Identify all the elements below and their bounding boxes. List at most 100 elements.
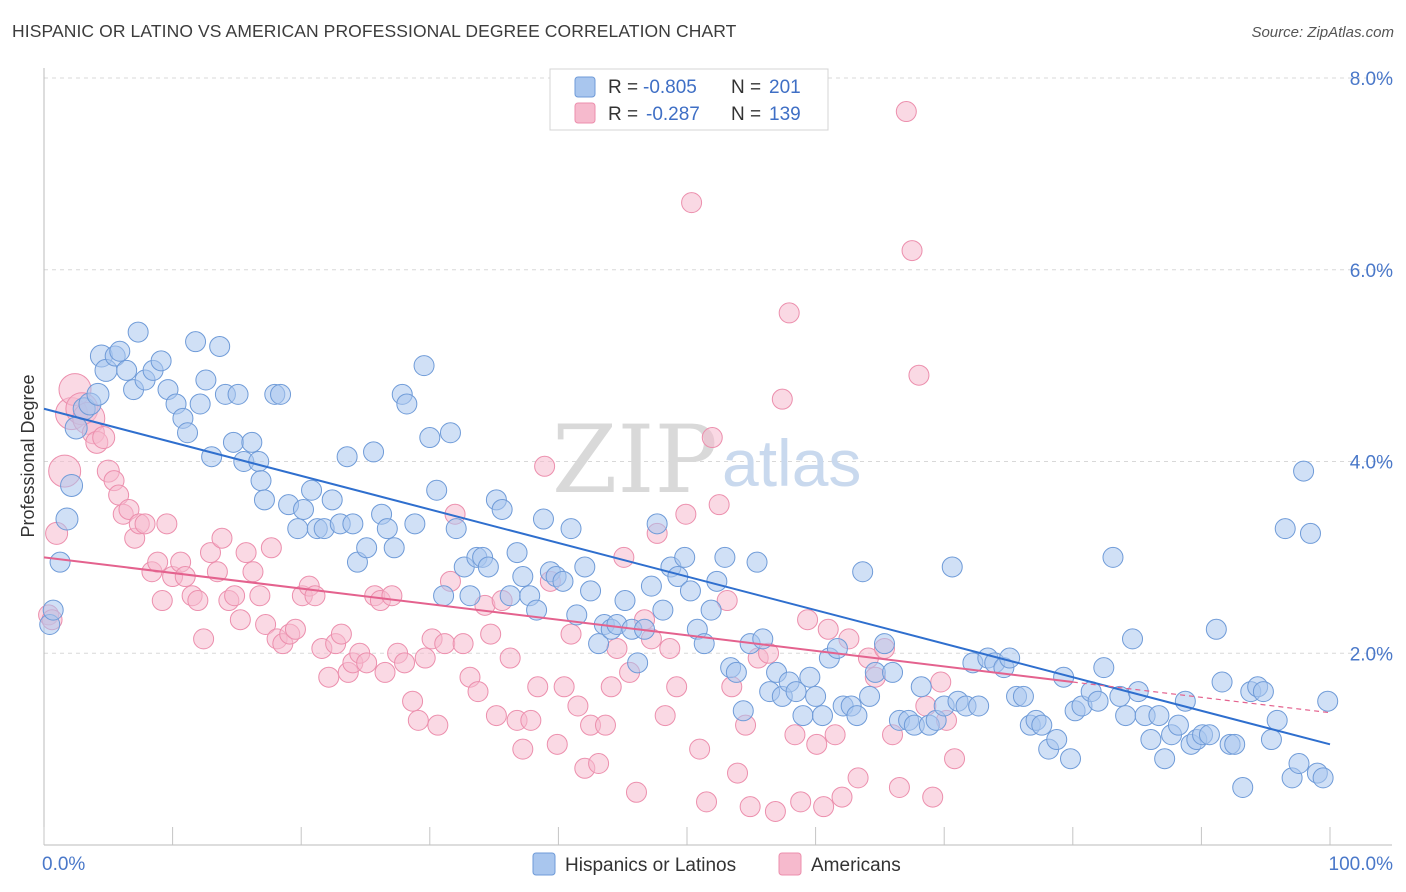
legend-r-value-blue: -0.805 <box>643 77 697 98</box>
y-tick-label-2: 6.0% <box>1350 261 1393 282</box>
pink-point-127 <box>847 767 869 789</box>
blue-point-114 <box>792 705 814 727</box>
y-tick-label-3: 8.0% <box>1350 69 1393 90</box>
pink-point-69 <box>452 633 474 655</box>
pink-point-140 <box>944 748 966 770</box>
bottom-legend-label-americans: Americans <box>811 855 901 876</box>
x-tick-label-0: 0.0% <box>42 854 85 875</box>
pink-point-27 <box>187 590 209 612</box>
blue-point-83 <box>588 633 610 655</box>
blue-point-104 <box>725 661 747 683</box>
pink-point-15 <box>118 498 140 520</box>
pink-point-63 <box>414 647 436 669</box>
pink-point-95 <box>625 781 647 803</box>
blue-point-116 <box>805 685 827 707</box>
blue-point-34 <box>250 470 272 492</box>
blue-point-47 <box>342 513 364 535</box>
pink-point-28 <box>193 628 215 650</box>
pink-point-79 <box>520 709 542 731</box>
axes <box>43 68 1392 846</box>
pink-point-106 <box>701 427 723 449</box>
pink-point-89 <box>588 753 610 775</box>
pink-point-25 <box>174 566 196 588</box>
blue-point-41 <box>301 479 323 501</box>
pink-point-122 <box>813 796 835 818</box>
pink-point-81 <box>534 455 556 477</box>
blue-point-44 <box>321 489 343 511</box>
pink-point-29 <box>199 542 221 564</box>
pink-point-132 <box>888 776 910 798</box>
pink-point-38 <box>255 613 277 635</box>
blue-point-100 <box>700 599 722 621</box>
pink-point-108 <box>716 590 738 612</box>
pink-point-86 <box>567 695 589 717</box>
pink-point-116 <box>771 388 793 410</box>
pink-point-66 <box>434 633 456 655</box>
blue-point-186 <box>1288 753 1310 775</box>
pink-point-92 <box>606 637 628 659</box>
pink-point-34 <box>229 609 251 631</box>
pink-point-118 <box>784 724 806 746</box>
pink-point-60 <box>394 652 416 674</box>
blue-point-56 <box>404 513 426 535</box>
blue-point-59 <box>426 479 448 501</box>
blue-point-53 <box>383 537 405 559</box>
blue-point-91 <box>640 575 662 597</box>
pink-point-78 <box>512 738 534 760</box>
pink-point-121 <box>806 733 828 755</box>
blue-point-93 <box>652 599 674 621</box>
pink-point-115 <box>764 800 786 822</box>
pink-point-65 <box>427 714 449 736</box>
blue-point-119 <box>826 637 848 659</box>
pink-point-120 <box>797 609 819 631</box>
blue-point-82 <box>580 580 602 602</box>
blue-point-89 <box>627 652 649 674</box>
pink-point-117 <box>778 302 800 324</box>
pink-point-22 <box>156 513 178 535</box>
blue-point-174 <box>1205 618 1227 640</box>
pink-point-100 <box>659 637 681 659</box>
y-axis-label: Professional Degree <box>18 374 38 537</box>
legend-box: R = -0.805 N = 201 R = -0.287 N = 139 <box>549 68 829 131</box>
hispanics-points <box>39 321 1339 798</box>
pink-point-21 <box>151 590 173 612</box>
pink-point-30 <box>206 561 228 583</box>
pink-point-91 <box>600 676 622 698</box>
pink-point-105 <box>696 791 718 813</box>
y-tick-labels: 2.0% 4.0% 6.0% 8.0% <box>1350 69 1393 665</box>
watermark-zip: ZIP <box>552 406 718 515</box>
pink-point-119 <box>790 791 812 813</box>
blue-point-165 <box>1148 705 1170 727</box>
blue-point-79 <box>560 518 582 540</box>
legend-swatch-pink <box>574 102 596 124</box>
blue-point-168 <box>1167 714 1189 736</box>
blue-point-80 <box>566 604 588 626</box>
pink-point-107 <box>708 494 730 516</box>
y-tick-label-0: 2.0% <box>1350 644 1393 665</box>
blue-point-181 <box>1252 681 1274 703</box>
blue-point-183 <box>1266 709 1288 731</box>
blue-point-117 <box>811 705 833 727</box>
blue-point-126 <box>873 633 895 655</box>
pink-point-99 <box>654 705 676 727</box>
legend-r-label-blue: R = <box>608 77 638 98</box>
trend-lines <box>43 407 1331 746</box>
blue-point-15 <box>127 321 149 343</box>
pink-point-125 <box>831 786 853 808</box>
blue-point-81 <box>574 556 596 578</box>
pink-point-123 <box>817 618 839 640</box>
pink-point-124 <box>824 724 846 746</box>
pink-point-135 <box>908 364 930 386</box>
blue-point-69 <box>491 498 513 520</box>
blue-point-78 <box>552 570 574 592</box>
blue-point-24 <box>189 393 211 415</box>
pink-point-50 <box>330 623 352 645</box>
blue-point-166 <box>1154 748 1176 770</box>
blue-point-161 <box>1122 628 1144 650</box>
trend-line-americans <box>43 556 1073 684</box>
pink-point-76 <box>499 647 521 669</box>
blue-point-60 <box>433 585 455 607</box>
pink-point-33 <box>224 585 246 607</box>
bottom-legend-swatch-americans <box>778 852 802 876</box>
blue-point-124 <box>859 685 881 707</box>
